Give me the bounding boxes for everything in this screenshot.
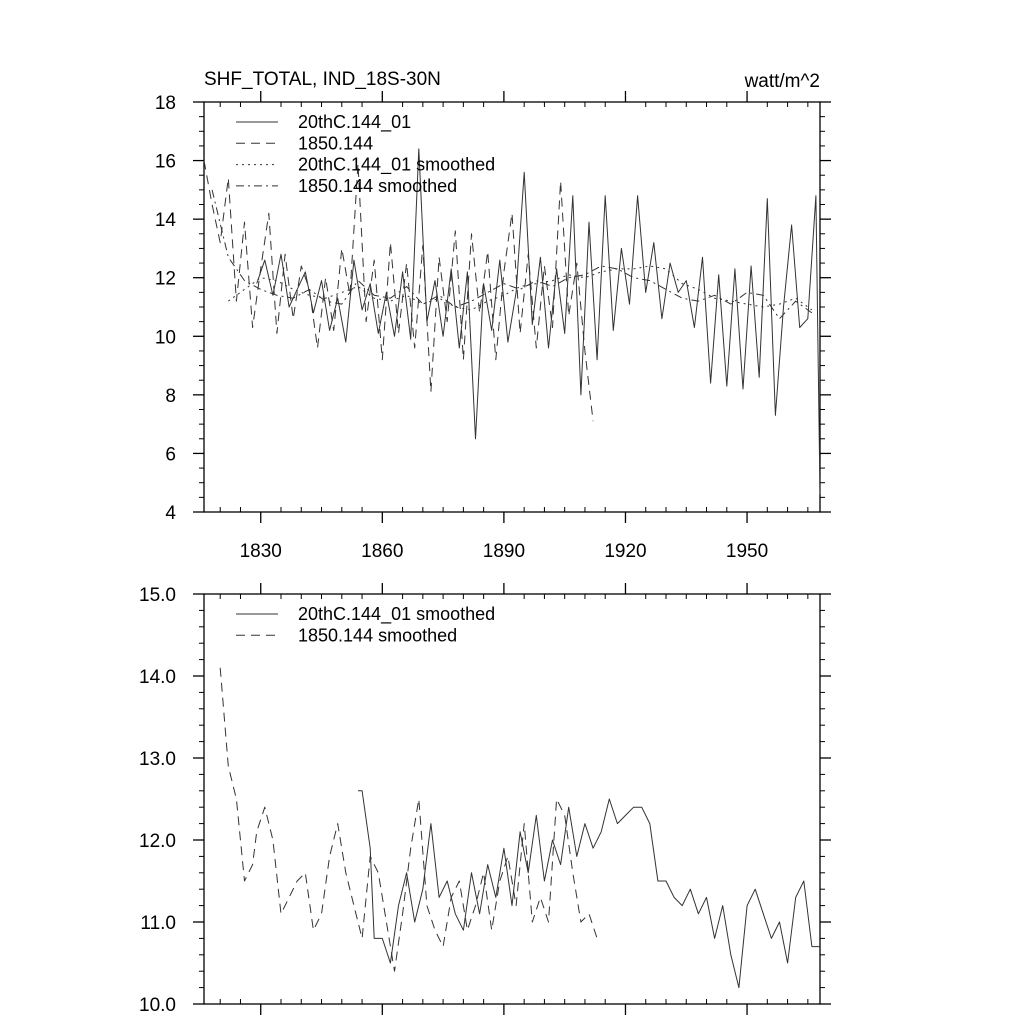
top-series-line-4 [211,189,813,320]
top-series [203,148,821,495]
top-x-tick-label: 1890 [483,541,525,562]
bottom-series-line-2 [219,667,598,972]
bottom-ticks: 10.0 11.0 12.0 13.0 14.0 15.0 [139,583,831,1016]
bottom-y-tick-label: 12.0 [139,831,176,852]
top-y-tick-label: 4 [165,503,176,524]
top-y-tick-label: 14 [155,210,177,231]
units-label: watt/m^2 [744,71,820,92]
bottom-series [219,667,820,989]
top-y-tick-label: 12 [155,269,176,290]
top-x-tick-label: 1830 [240,541,282,562]
top-series-line-3 [228,265,813,311]
bottom-legend-label: 1850.144 smoothed [298,625,457,645]
bottom-y-tick-label: 15.0 [139,585,176,606]
top-series-line-1 [256,148,821,495]
top-y-tick-label: 8 [165,386,176,407]
top-legend-label: 1850.144 [298,133,373,153]
bottom-panel: 10.0 11.0 12.0 13.0 14.0 15.0 20thC.144_01 sm… [139,583,831,1016]
top-y-tick-label: 10 [155,327,176,348]
top-legend-label: 1850.144 smoothed [298,176,457,196]
top-x-tick-label: 1950 [726,541,768,562]
top-legend-label: 20thC.144_01 smoothed [298,155,495,176]
bottom-y-tick-label: 11.0 [140,913,176,934]
top-y-tick-label: 16 [155,152,176,173]
top-y-tick-label: 18 [155,93,176,114]
top-panel: 1830 1860 1890 1920 1950 4 6 8 10 12 14 16 18 20thC.… [155,91,831,562]
top-y-tick-label: 6 [165,444,176,465]
top-ticks: 1830 1860 1890 1920 1950 4 6 8 10 12 14 16 18 [155,91,831,562]
top-series-line-2 [203,160,594,422]
bottom-legend-label: 20thC.144_01 smoothed [298,604,495,625]
bottom-y-tick-label: 13.0 [139,749,176,770]
chart-title: SHF_TOTAL, IND_18S-30N [204,69,441,90]
top-x-tick-label: 1920 [604,541,646,562]
top-x-tick-label: 1860 [361,541,403,562]
bottom-y-tick-label: 14.0 [139,667,176,688]
bottom-series-line-1 [358,790,820,989]
bottom-y-tick-label: 10.0 [139,995,176,1016]
top-legend-label: 20thC.144_01 [298,112,411,133]
bottom-plot-frame [203,593,821,1005]
